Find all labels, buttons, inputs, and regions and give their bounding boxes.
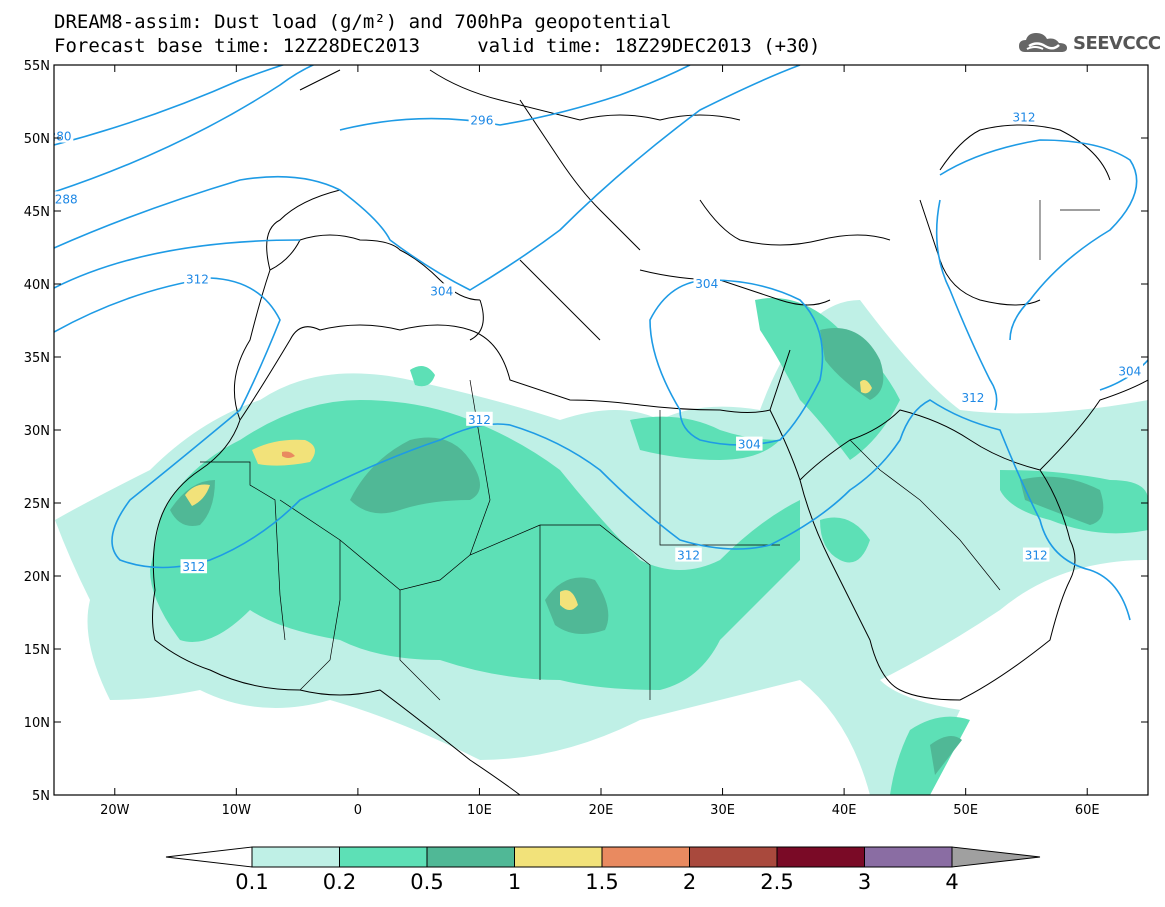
contour-label-bg [736, 436, 763, 451]
colorbar-segment [339, 846, 428, 868]
colorbar: 0.1 0.2 0.5 1 1.5 2 2.5 3 4 [165, 846, 1041, 894]
contour-label: 304 [430, 284, 453, 298]
lat-tick-label: 5N [32, 789, 50, 804]
contour-label-bg [54, 191, 80, 206]
lat-tick-label: 45N [24, 205, 50, 220]
colorbar-label: 2 [683, 870, 696, 894]
map-title: DREAM8-assim: Dust load (g/m²) and 700hP… [54, 11, 672, 33]
contour-label: 296 [470, 113, 493, 127]
contour-label-bg [468, 112, 496, 127]
lat-tick-label: 55N [24, 59, 50, 74]
lon-tick-label: 10W [222, 803, 252, 818]
colorbar-segment [514, 846, 603, 868]
contour-label: 312 [468, 413, 491, 427]
lat-tick-label: 30N [24, 424, 50, 439]
lat-tick-label: 15N [24, 643, 50, 658]
lat-tick-label: 25N [24, 497, 50, 512]
contour-label-bg [184, 271, 211, 286]
geopotential-contours [54, 65, 1148, 621]
lon-tick-label: 20E [589, 803, 614, 818]
colorbar-label: 1 [508, 870, 521, 894]
lat-tick-label: 50N [24, 132, 50, 147]
cloud-icon [1019, 33, 1067, 52]
contour-label-bg [466, 411, 493, 426]
axis-ticks: 55N 50N 45N 40N 35N 30N 25N 20N 15N 10N 5N 20W 10W 0 1… [24, 59, 1148, 818]
contour-label: 288 [55, 192, 78, 206]
contour-label-bg [1116, 363, 1144, 378]
contour-label: 312 [182, 560, 205, 574]
lon-tick-label: 40E [832, 803, 857, 818]
dust-layer-medium [150, 298, 1148, 795]
contour-label-bg [1010, 109, 1038, 124]
contour-label: 312 [186, 273, 209, 287]
lon-tick-label: 0 [354, 803, 362, 818]
contour-labels: 280 288 296 304 304 304 304 312 312 312 312 312 312 3… [49, 109, 1144, 574]
contour-label: 280 [49, 130, 72, 144]
contour-label: 312 [962, 391, 985, 405]
lat-tick-label: 40N [24, 278, 50, 293]
contour-label-bg [675, 547, 702, 562]
colorbar-label: 0.1 [235, 870, 268, 894]
country-borders [200, 200, 1100, 701]
colorbar-segment [601, 846, 690, 868]
contour-label: 312 [677, 549, 700, 563]
lon-tick-label: 20W [100, 803, 130, 818]
contour-label: 304 [1118, 365, 1141, 379]
lon-tick-label: 50E [953, 803, 978, 818]
contour-label: 312 [1025, 549, 1048, 563]
contour-label: 304 [738, 438, 761, 452]
colorbar-segment [426, 846, 515, 868]
forecast-time-line: Forecast base time: 12Z28DEC2013 valid t… [54, 35, 821, 57]
lon-tick-label: 30E [710, 803, 735, 818]
colorbar-over-triangle [951, 846, 1041, 868]
contour-label-bg [180, 559, 208, 574]
contour-label-bg [693, 276, 721, 290]
colorbar-segment [864, 846, 953, 868]
lon-tick-label: 10E [467, 803, 492, 818]
contour-label: 304 [695, 277, 718, 291]
contour-label-bg [1022, 547, 1050, 562]
colorbar-label: 0.2 [323, 870, 356, 894]
colorbar-segment [251, 846, 340, 868]
seevccc-logo: SEEVCCC [1017, 28, 1161, 58]
colorbar-label: 1.5 [585, 870, 618, 894]
contour-label-bg [959, 389, 987, 404]
colorbar-label: 4 [945, 870, 958, 894]
lat-tick-label: 35N [24, 351, 50, 366]
colorbar-label: 0.5 [410, 870, 443, 894]
logo-text: SEEVCCC [1073, 33, 1161, 54]
colorbar-segment [776, 846, 865, 868]
lat-tick-label: 10N [24, 716, 50, 731]
lat-tick-label: 20N [24, 570, 50, 585]
lon-tick-label: 60E [1075, 803, 1100, 818]
colorbar-segment [689, 846, 778, 868]
colorbar-label: 2.5 [760, 870, 793, 894]
contour-label-bg [54, 128, 74, 143]
contour-label-bg [428, 283, 456, 298]
colorbar-under-triangle [165, 846, 253, 868]
colorbar-label: 3 [858, 870, 871, 894]
dust-layer-max [282, 451, 295, 458]
contour-label: 312 [1013, 111, 1036, 125]
